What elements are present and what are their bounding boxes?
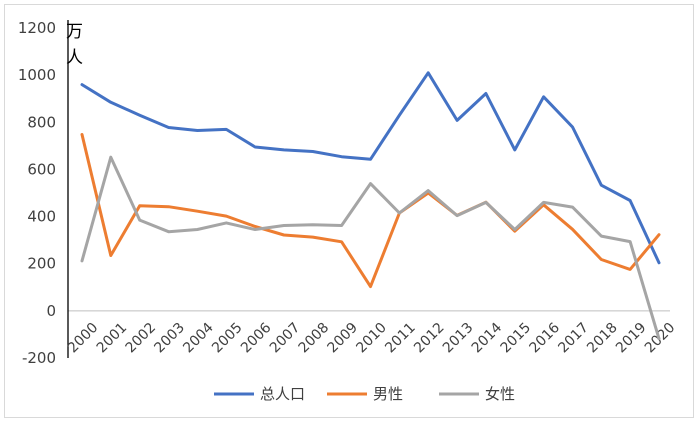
x-tick-label: 2007 — [267, 320, 304, 357]
series-line-1 — [80, 71, 661, 265]
y-tick-label: 1200 — [18, 19, 56, 37]
y-tick-label: -200 — [22, 349, 56, 367]
x-tick-label: 2012 — [411, 320, 448, 357]
series-line-3 — [80, 155, 661, 341]
series-lines — [80, 71, 661, 341]
y-tick-label: 600 — [27, 160, 56, 178]
x-tick-label: 2001 — [94, 320, 131, 357]
y-tick-label: 0 — [46, 302, 56, 320]
x-tick-label: 2005 — [209, 320, 246, 357]
x-tick-label: 2013 — [440, 320, 477, 357]
x-tick-label: 2014 — [469, 320, 506, 357]
x-tick-label: 2017 — [555, 320, 592, 357]
x-tick-labels: 2000200120022003200420052006200720082009… — [65, 320, 679, 357]
x-tick-label: 2016 — [527, 320, 564, 357]
chart-frame — [4, 4, 694, 418]
legend-label: 女性 — [485, 385, 515, 403]
x-tick-label: 2011 — [382, 320, 419, 357]
y-tick-label: 1000 — [18, 66, 56, 84]
y-axis: -200 0 200 400 600 800 1000 1200 — [18, 19, 56, 367]
series-line-2 — [80, 133, 661, 289]
y-tick-label: 800 — [27, 113, 56, 131]
legend-label: 男性 — [373, 385, 403, 403]
legend-label: 总人口 — [260, 385, 305, 403]
x-tick-label: 2018 — [584, 320, 621, 357]
legend: 总人口 男性 女性 — [214, 385, 515, 403]
x-tick-label: 2002 — [123, 320, 160, 357]
unit-label: 万 人 — [66, 22, 83, 68]
y-tick-label: 400 — [27, 208, 56, 226]
unit-label-line-2: 人 — [66, 48, 83, 68]
unit-label-line-1: 万 — [66, 22, 83, 42]
x-tick-label: 2019 — [613, 320, 650, 357]
x-tick-label: 2009 — [325, 320, 362, 357]
x-tick-label: 2010 — [353, 320, 390, 357]
x-tick-label: 2000 — [65, 320, 102, 357]
x-tick-label: 2015 — [498, 320, 535, 357]
x-tick-label: 2003 — [151, 320, 188, 357]
x-tick-label: 2004 — [180, 320, 217, 357]
y-tick-label: 200 — [27, 255, 56, 273]
x-tick-label: 2006 — [238, 320, 275, 357]
x-tick-label: 2008 — [296, 320, 333, 357]
